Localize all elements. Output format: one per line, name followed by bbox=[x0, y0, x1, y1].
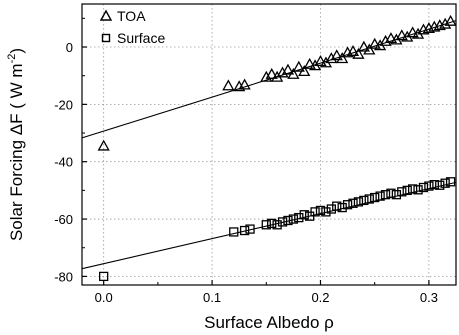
point-toa bbox=[222, 79, 235, 91]
legend-marker-surface bbox=[101, 33, 111, 43]
y-axis-title-suffix: ) bbox=[7, 48, 26, 54]
point-surface bbox=[310, 207, 320, 217]
point-surface bbox=[315, 205, 326, 216]
point-surface bbox=[321, 207, 331, 217]
point-surface bbox=[359, 195, 369, 206]
point-surface bbox=[277, 217, 288, 227]
y-tick-label: -20 bbox=[54, 97, 73, 112]
point-surface bbox=[370, 192, 380, 203]
point-toa bbox=[265, 67, 278, 79]
point-toa bbox=[444, 14, 457, 26]
point-toa bbox=[276, 66, 289, 78]
point-surface bbox=[283, 215, 293, 226]
axis-ticks: 0.0 0.1 0.2 0.3 0 -20 -40 -60 -80 bbox=[54, 17, 438, 305]
point-toa bbox=[330, 49, 343, 61]
x-tick-label: 0.2 bbox=[311, 290, 329, 305]
point-toa bbox=[97, 139, 110, 151]
point-surface bbox=[418, 182, 429, 193]
point-surface bbox=[353, 197, 364, 207]
point-surface bbox=[239, 225, 250, 236]
point-toa bbox=[303, 57, 316, 69]
point-surface bbox=[397, 187, 407, 197]
legend-label-surface: Surface bbox=[117, 30, 165, 46]
point-toa bbox=[260, 70, 273, 82]
point-toa bbox=[281, 63, 295, 75]
point-toa bbox=[368, 37, 381, 49]
point-toa bbox=[287, 67, 300, 79]
x-tick-label: 0.1 bbox=[203, 290, 221, 305]
y-axis-title-superscript: -2 bbox=[6, 54, 18, 64]
legend: TOA Surface bbox=[99, 8, 165, 46]
point-surface bbox=[424, 181, 434, 191]
y-tick-label: 0 bbox=[66, 40, 73, 55]
x-tick-label: 0.3 bbox=[420, 290, 438, 305]
y-axis-title: Solar Forcing ΔF ( W m-2) bbox=[6, 48, 26, 241]
point-toa bbox=[336, 52, 349, 64]
point-surface bbox=[391, 190, 402, 200]
y-axis-title-main: Solar Forcing ΔF ( W m bbox=[7, 63, 26, 241]
point-toa bbox=[298, 65, 311, 77]
point-toa bbox=[292, 60, 305, 72]
point-toa bbox=[406, 26, 419, 38]
point-surface bbox=[326, 204, 336, 214]
x-axis-title: Surface Albedo ρ bbox=[204, 313, 334, 332]
point-surface bbox=[299, 210, 309, 220]
point-toa bbox=[346, 44, 360, 56]
point-surface bbox=[342, 200, 353, 210]
grid-lines bbox=[82, 4, 456, 285]
legend-label-toa: TOA bbox=[117, 8, 146, 24]
point-surface bbox=[386, 188, 396, 198]
point-toa bbox=[384, 32, 398, 44]
point-toa bbox=[363, 43, 376, 55]
y-tick-label: -60 bbox=[54, 212, 73, 227]
x-tick-label: 0.0 bbox=[95, 290, 113, 305]
point-surface bbox=[337, 202, 347, 213]
point-toa bbox=[395, 29, 408, 41]
point-surface bbox=[380, 190, 391, 200]
point-surface bbox=[413, 185, 423, 195]
point-toa bbox=[325, 52, 338, 64]
point-surface bbox=[261, 220, 271, 230]
point-surface bbox=[229, 227, 239, 237]
point-surface bbox=[375, 191, 385, 201]
point-surface bbox=[402, 185, 412, 196]
y-tick-label: -80 bbox=[54, 269, 73, 284]
point-surface bbox=[267, 218, 277, 229]
point-surface bbox=[429, 179, 439, 190]
point-surface bbox=[435, 180, 445, 190]
point-toa bbox=[314, 55, 327, 66]
point-surface bbox=[288, 214, 299, 224]
point-surface bbox=[407, 184, 418, 194]
point-surface bbox=[272, 220, 282, 230]
point-surface bbox=[245, 224, 255, 234]
legend-marker-toa bbox=[99, 9, 113, 21]
point-toa bbox=[352, 47, 365, 59]
point-surface bbox=[445, 177, 456, 187]
point-surface bbox=[348, 198, 358, 208]
point-surface bbox=[294, 212, 304, 223]
point-surface bbox=[440, 178, 450, 188]
point-toa bbox=[357, 40, 370, 52]
plot-frame bbox=[81, 3, 457, 286]
point-toa bbox=[379, 34, 392, 46]
data-points bbox=[97, 14, 457, 282]
point-toa bbox=[439, 17, 452, 29]
y-tick-label: -40 bbox=[54, 155, 73, 170]
point-toa bbox=[238, 78, 251, 90]
point-surface bbox=[332, 201, 342, 211]
point-surface bbox=[364, 194, 374, 204]
